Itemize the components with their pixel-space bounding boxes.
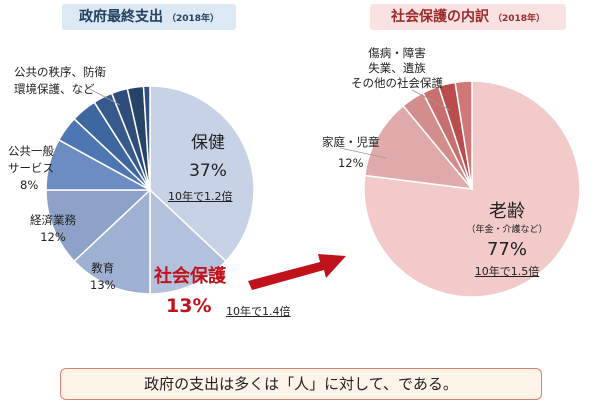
label-rorei-pct: 77% <box>486 239 527 260</box>
label-hoken: 保健 37% <box>180 132 236 182</box>
label-hoken-pct: 37% <box>189 161 227 181</box>
label-chitsujo: 公共の秩序、防衛 環境保護、など <box>14 64 106 98</box>
left-title-year: （2018年） <box>166 14 220 24</box>
conclusion-banner: 政府の支出は多くは「人」に対して、である。 <box>60 368 542 400</box>
left-pie-slice-10 <box>142 85 151 191</box>
arrow-icon <box>248 254 346 290</box>
right-chart-title: 社会保護の内訳 （2018年） <box>370 4 566 30</box>
label-rorei-sub: （年金・介護など） <box>466 225 548 235</box>
label-katei-pct: 12% <box>337 156 364 170</box>
label-keizai-pct: 12% <box>40 230 66 244</box>
left-chart-title: 政府最終支出 （2018年） <box>62 4 236 30</box>
label-hoken-name: 保健 <box>191 133 225 153</box>
label-kokyo-line1: 公共一般 <box>8 144 54 158</box>
left-pie-slice-3 <box>45 189 152 263</box>
label-kokyo-line2: サービス <box>8 161 54 175</box>
label-kokyo: 公共一般 サービス 8% <box>8 143 54 194</box>
label-keizai-name: 経済業務 <box>30 213 76 227</box>
label-shakai-note: 10年で1.4倍 <box>226 305 291 318</box>
leader-line-other <box>411 89 451 111</box>
right-pie-slice-5 <box>454 80 473 190</box>
right-title-year: （2018年） <box>492 14 546 24</box>
label-kyoiku: 教育 13% <box>90 260 116 294</box>
label-hoken-note: 10年で1.2倍 <box>168 190 233 203</box>
label-rorei: 老齢 （年金・介護など） 77% 10年で1.5倍 <box>452 200 562 280</box>
left-title-text: 政府最終支出 <box>78 9 163 25</box>
left-pie-slice-2 <box>73 188 151 295</box>
label-rorei-note: 10年で1.5倍 <box>474 265 540 278</box>
leader-line-katei <box>339 147 387 159</box>
left-pie <box>45 85 255 295</box>
label-other-line1: 傷病・障害 <box>368 46 426 60</box>
label-katei: 家庭・児童 12% <box>322 134 380 172</box>
leader-line-chitsujo <box>87 87 121 106</box>
label-kokyo-pct: 8% <box>20 178 39 192</box>
label-kyoiku-name: 教育 <box>91 261 115 275</box>
label-chitsujo-line2: 環境保護、など <box>14 82 95 96</box>
conclusion-text: 政府の支出は多くは「人」に対して、である。 <box>144 375 458 393</box>
label-keizai: 経済業務 12% <box>30 212 76 246</box>
right-pie-slice-1 <box>364 104 474 190</box>
label-shakai-pct: 13% <box>166 295 212 317</box>
label-other: 傷病・障害 失業、遺族 その他の社会保護 <box>351 46 443 91</box>
label-katei-name: 家庭・児童 <box>322 135 380 149</box>
label-other-line3: その他の社会保護 <box>351 76 443 90</box>
right-title-text: 社会保護の内訳 <box>390 9 489 25</box>
left-pie-slice-0 <box>149 85 255 263</box>
label-kyoiku-pct: 13% <box>90 278 116 292</box>
left-pie-slice-1 <box>149 188 227 295</box>
label-rorei-name: 老齢 <box>489 201 525 222</box>
leader-lines <box>87 87 451 159</box>
label-chitsujo-line1: 公共の秩序、防衛 <box>14 65 106 79</box>
label-shakai-name: 社会保護 <box>154 266 226 287</box>
right-pie <box>363 80 581 298</box>
label-other-line2: 失業、遺族 <box>368 61 426 75</box>
